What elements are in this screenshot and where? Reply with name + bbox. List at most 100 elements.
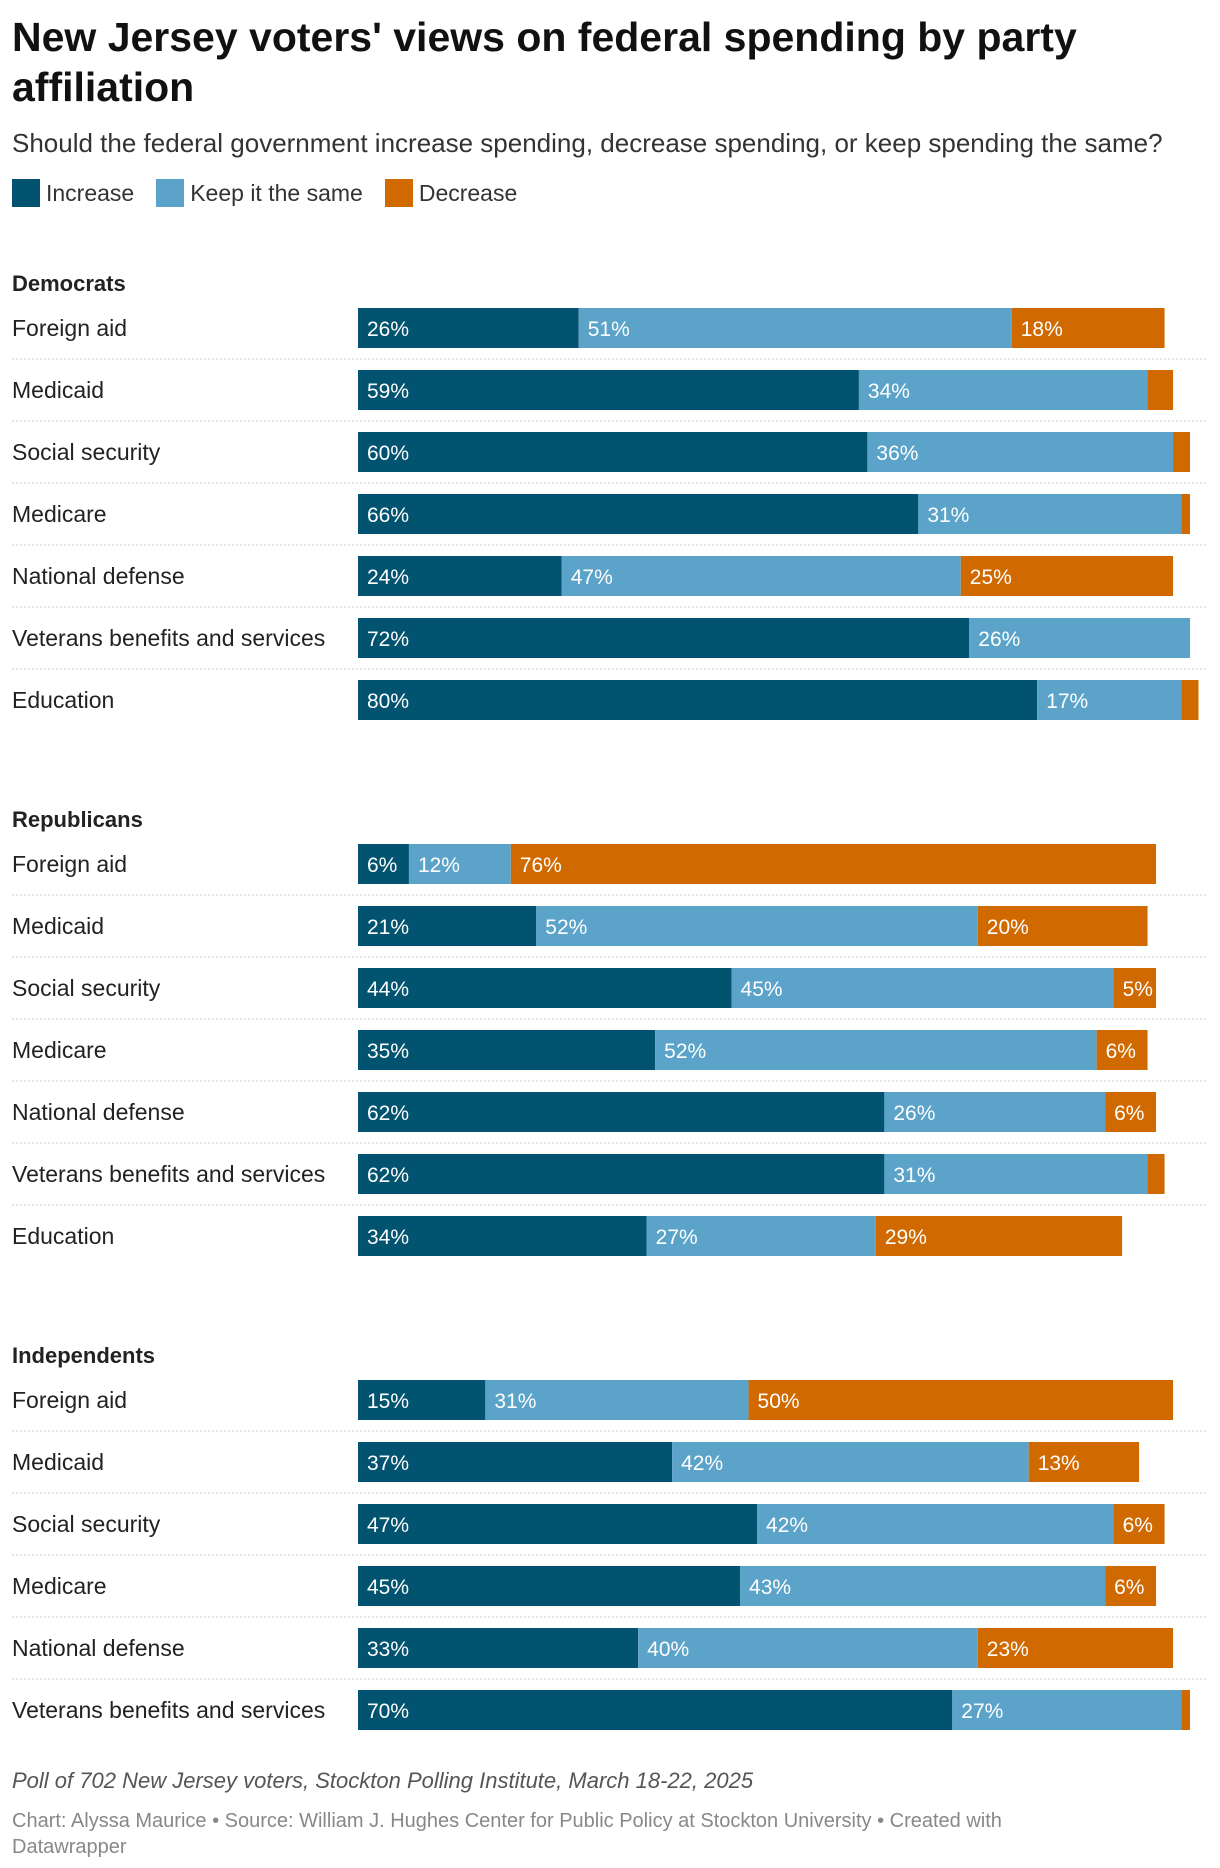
bar-republicans-social-security-increase <box>358 968 732 1008</box>
legend-swatch-decrease <box>384 179 413 207</box>
group-title-republicans: Republicans <box>12 807 143 832</box>
value-label-independents-national-defense-keep-same: 40% <box>647 1638 689 1661</box>
value-label-independents-veterans-benefits-and-services-keep-same: 27% <box>961 1700 1003 1723</box>
row-label-republicans-foreign-aid: Foreign aid <box>12 851 127 877</box>
value-label-republicans-national-defense-increase: 62% <box>367 1102 409 1125</box>
bar-democrats-education-increase <box>358 680 1038 720</box>
value-label-independents-medicaid-keep-same: 42% <box>681 1452 723 1475</box>
bar-republicans-education-keep-same <box>646 1216 876 1256</box>
legend-item-increase: Increase <box>12 179 134 207</box>
value-label-independents-medicaid-decrease: 13% <box>1038 1452 1080 1475</box>
legend-label-increase: Increase <box>46 179 135 206</box>
bar-democrats-medicaid-keep-same <box>858 370 1148 410</box>
bar-republicans-medicaid-decrease <box>977 906 1148 946</box>
value-label-republicans-education-keep-same: 27% <box>656 1226 698 1249</box>
bar-independents-social-security-increase <box>358 1504 758 1544</box>
value-label-democrats-national-defense-increase: 24% <box>367 566 409 589</box>
bar-democrats-social-security-decrease <box>1173 432 1191 472</box>
bar-republicans-medicaid-increase <box>358 906 537 946</box>
bar-independents-social-security-keep-same <box>757 1504 1114 1544</box>
value-label-republicans-veterans-benefits-and-services-keep-same: 31% <box>893 1164 935 1187</box>
bar-democrats-education-keep-same <box>1037 680 1182 720</box>
bar-republicans-medicare-increase <box>358 1030 656 1070</box>
chart-subtitle: Should the federal government increase s… <box>12 128 1163 158</box>
bar-republicans-foreign-aid-increase <box>358 844 409 884</box>
value-label-independents-medicare-keep-same: 43% <box>749 1576 791 1599</box>
bar-democrats-veterans-benefits-and-services-keep-same <box>969 618 1191 658</box>
value-label-republicans-national-defense-keep-same: 26% <box>893 1102 935 1125</box>
value-label-democrats-social-security-increase: 60% <box>367 442 409 465</box>
row-label-independents-medicare: Medicare <box>12 1573 107 1599</box>
value-label-independents-veterans-benefits-and-services-increase: 70% <box>367 1700 409 1723</box>
value-label-independents-social-security-increase: 47% <box>367 1514 409 1537</box>
value-label-independents-social-security-decrease: 6% <box>1123 1514 1153 1537</box>
row-label-democrats-education: Education <box>12 687 114 713</box>
value-label-republicans-medicare-decrease: 6% <box>1106 1040 1136 1063</box>
bar-republicans-social-security-keep-same <box>731 968 1114 1008</box>
bar-democrats-social-security-keep-same <box>867 432 1174 472</box>
bar-republicans-national-defense-decrease <box>1105 1092 1157 1132</box>
bar-independents-medicare-increase <box>358 1566 741 1606</box>
bar-republicans-education-decrease <box>875 1216 1123 1256</box>
value-label-democrats-medicaid-increase: 59% <box>367 380 409 403</box>
bar-independents-veterans-benefits-and-services-decrease <box>1181 1690 1191 1730</box>
value-label-independents-medicare-increase: 45% <box>367 1576 409 1599</box>
bar-independents-medicaid-increase <box>358 1442 673 1482</box>
bar-republicans-social-security-decrease <box>1113 968 1157 1008</box>
bar-democrats-foreign-aid-keep-same <box>578 308 1012 348</box>
bar-democrats-medicare-keep-same <box>918 494 1182 534</box>
value-label-independents-foreign-aid-increase: 15% <box>367 1390 409 1413</box>
value-label-democrats-foreign-aid-decrease: 18% <box>1021 318 1063 341</box>
value-label-republicans-medicaid-keep-same: 52% <box>545 916 587 939</box>
value-label-democrats-veterans-benefits-and-services-increase: 72% <box>367 628 409 651</box>
bar-democrats-medicare-decrease <box>1181 494 1191 534</box>
bar-independents-national-defense-decrease <box>977 1628 1174 1668</box>
group-title-democrats: Democrats <box>12 271 126 296</box>
row-label-independents-foreign-aid: Foreign aid <box>12 1387 127 1413</box>
row-label-democrats-medicare: Medicare <box>12 501 107 527</box>
value-label-republicans-medicaid-decrease: 20% <box>987 916 1029 939</box>
value-label-democrats-medicaid-keep-same: 34% <box>868 380 910 403</box>
bar-independents-medicare-keep-same <box>740 1566 1106 1606</box>
bar-republicans-veterans-benefits-and-services-increase <box>358 1154 885 1194</box>
value-label-republicans-social-security-increase: 44% <box>367 978 409 1001</box>
value-label-independents-foreign-aid-keep-same: 31% <box>494 1390 536 1413</box>
bar-democrats-medicaid-increase <box>358 370 859 410</box>
legend-swatch-keep-same <box>156 179 185 207</box>
bar-democrats-foreign-aid-increase <box>358 308 579 348</box>
row-label-independents-social-security: Social security <box>12 1511 161 1537</box>
bar-republicans-foreign-aid-keep-same <box>408 844 511 884</box>
bar-independents-social-security-decrease <box>1113 1504 1165 1544</box>
bar-democrats-national-defense-keep-same <box>561 556 961 596</box>
row-label-democrats-veterans-benefits-and-services: Veterans benefits and services <box>12 625 325 651</box>
bar-republicans-veterans-benefits-and-services-decrease <box>1147 1154 1165 1194</box>
bar-democrats-national-defense-increase <box>358 556 562 596</box>
row-label-independents-medicaid: Medicaid <box>12 1449 104 1475</box>
chart-header: New Jersey voters' views on federal spen… <box>12 0 1208 208</box>
bar-democrats-medicaid-decrease <box>1147 370 1174 410</box>
row-label-republicans-medicaid: Medicaid <box>12 913 104 939</box>
row-label-republicans-education: Education <box>12 1223 114 1249</box>
row-label-democrats-social-security: Social security <box>12 439 161 465</box>
legend-label-decrease: Decrease <box>418 179 518 206</box>
value-label-republicans-medicare-keep-same: 52% <box>664 1040 706 1063</box>
value-label-democrats-medicare-increase: 66% <box>367 504 409 527</box>
row-label-democrats-medicaid: Medicaid <box>12 377 104 403</box>
group-title-independents: Independents <box>12 1343 155 1368</box>
value-label-democrats-national-defense-decrease: 25% <box>970 566 1012 589</box>
row-label-republicans-medicare: Medicare <box>12 1037 107 1063</box>
value-label-republicans-social-security-decrease: 5% <box>1123 978 1153 1001</box>
value-label-independents-medicaid-increase: 37% <box>367 1452 409 1475</box>
bar-republicans-national-defense-increase <box>358 1092 885 1132</box>
legend-swatch-increase <box>12 179 40 207</box>
value-label-independents-national-defense-increase: 33% <box>367 1638 409 1661</box>
row-label-democrats-national-defense: National defense <box>12 563 185 589</box>
row-label-independents-national-defense: National defense <box>12 1635 185 1661</box>
value-label-democrats-education-keep-same: 17% <box>1046 690 1088 713</box>
value-label-independents-social-security-keep-same: 42% <box>766 1514 808 1537</box>
value-label-democrats-foreign-aid-keep-same: 51% <box>588 318 630 341</box>
value-label-democrats-national-defense-keep-same: 47% <box>571 566 613 589</box>
value-label-independents-foreign-aid-decrease: 50% <box>758 1390 800 1413</box>
value-label-republicans-foreign-aid-decrease: 76% <box>520 854 562 877</box>
value-label-independents-national-defense-decrease: 23% <box>987 1638 1029 1661</box>
